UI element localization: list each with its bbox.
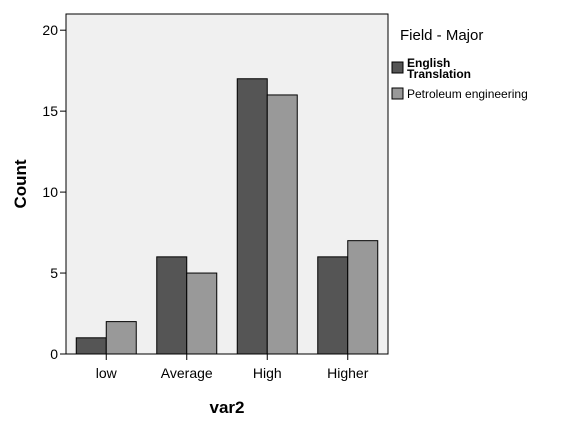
bars-group [75,78,379,355]
legend-label-2: Petroleum engineering [407,87,528,101]
y-tick-label-2: 10 [42,184,58,200]
y-tick-label-3: 15 [42,103,58,119]
x-tick-label-0: low [96,365,118,381]
bar-1-low [75,337,107,355]
bar-1-average [156,256,188,355]
legend-title: Field - Major [400,27,483,44]
y-axis-title: Count [11,159,30,208]
x-axis-title: var2 [210,398,245,417]
legend-label-1: English Translation [407,56,471,81]
bar-2-average [186,272,218,355]
y-tick-label-0: 0 [50,346,58,362]
y-tick-label-4: 20 [42,22,58,38]
bar-2-higher [347,240,379,355]
legend-items: English Translation Petroleum engineering [391,56,528,101]
x-tick-label-1: Average [161,365,213,381]
y-axis: 0 5 10 15 20 [42,22,66,362]
legend: Field - Major English Translation Petroleu… [391,27,528,101]
bar-1-high [236,78,268,355]
bar-1-higher [317,256,349,355]
legend-swatch-2 [391,87,404,100]
x-tick-label-2: High [253,365,282,381]
bar-2-low [105,321,137,355]
y-tick-label-1: 5 [50,265,58,281]
legend-swatch-1 [391,61,404,74]
bar-2-high [266,94,298,355]
x-tick-label-3: Higher [327,365,369,381]
x-axis: low Average High Higher [96,354,369,381]
